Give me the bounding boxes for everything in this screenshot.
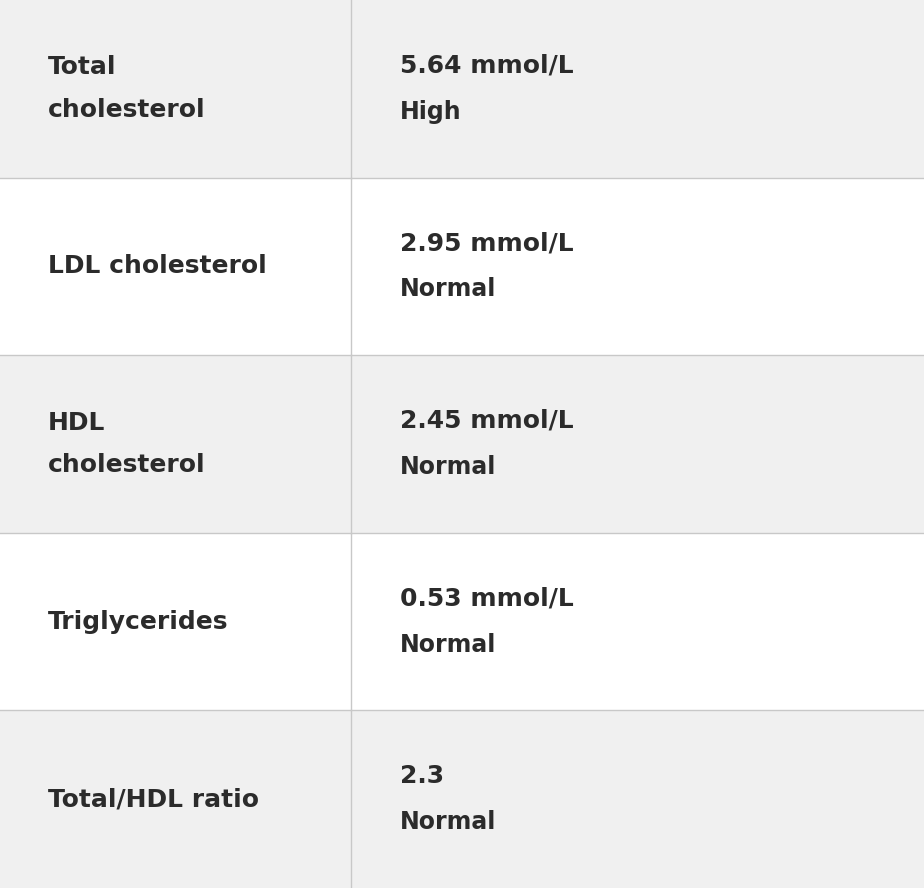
Bar (0, 710, 924, 888)
Text: HDL: HDL (48, 410, 105, 435)
Text: Normal: Normal (400, 277, 496, 302)
Text: cholesterol: cholesterol (48, 98, 206, 123)
Bar (0, 533, 924, 710)
Text: 2.3: 2.3 (400, 764, 444, 789)
Text: High: High (400, 99, 462, 124)
Text: 5.64 mmol/L: 5.64 mmol/L (400, 53, 574, 78)
Text: Total/HDL ratio: Total/HDL ratio (48, 787, 259, 812)
Text: Normal: Normal (400, 810, 496, 835)
Bar (0, 355, 924, 533)
Bar (0, 0, 924, 178)
Text: LDL cholesterol: LDL cholesterol (48, 254, 267, 279)
Bar (0, 178, 924, 355)
Text: Total: Total (48, 55, 116, 80)
Text: 2.45 mmol/L: 2.45 mmol/L (400, 408, 574, 433)
Text: Triglycerides: Triglycerides (48, 609, 228, 634)
Text: 2.95 mmol/L: 2.95 mmol/L (400, 231, 574, 256)
Text: cholesterol: cholesterol (48, 453, 206, 478)
Text: Normal: Normal (400, 455, 496, 480)
Text: 0.53 mmol/L: 0.53 mmol/L (400, 586, 574, 611)
Text: Normal: Normal (400, 632, 496, 657)
